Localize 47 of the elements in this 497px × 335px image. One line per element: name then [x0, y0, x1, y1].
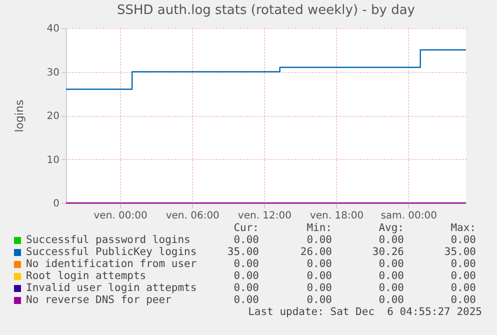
text: 0.00: [234, 282, 259, 294]
legend-label: No identification from user: [26, 258, 197, 270]
text: 0.00: [234, 294, 259, 306]
legend-label: Successful PublicKey logins: [26, 246, 197, 258]
y-tick-label: 30: [46, 67, 60, 78]
text: 0.00: [378, 258, 404, 270]
text: 0.00: [378, 234, 404, 246]
text: 26.00: [300, 246, 332, 258]
y-tick-label: 10: [46, 154, 60, 166]
text: Cur:: [234, 222, 259, 234]
legend-label: Invalid user login attepmts: [26, 282, 197, 294]
chart-title: SSHD auth.log stats (rotated weekly) - by day: [117, 3, 416, 18]
x-tick-label: sam. 00:00: [380, 210, 437, 222]
x-tick-label: ven. 12:00: [238, 210, 292, 222]
text: 0.00: [450, 282, 476, 294]
text: 0.00: [306, 258, 332, 270]
text: 30.26: [372, 246, 404, 258]
text: Min:: [306, 222, 332, 234]
text: 0.00: [450, 294, 476, 306]
text: 35.00: [444, 246, 476, 258]
x-tick-label: ven. 00:00: [94, 210, 148, 222]
legend-label: No reverse DNS for peer: [26, 294, 172, 306]
text: Avg:: [378, 222, 404, 234]
x-tick-label: ven. 06:00: [166, 210, 220, 222]
y-axis-title: logins: [12, 99, 26, 132]
x-tick-label: ven. 18:00: [310, 210, 364, 222]
text: 0.00: [450, 234, 476, 246]
text: 0.00: [306, 294, 332, 306]
text: 0.00: [450, 258, 476, 270]
text: Last update: Sat Dec 6 04:55:27 2025: [248, 306, 482, 318]
text: 0.00: [234, 234, 259, 246]
text: 0.00: [378, 270, 404, 282]
legend-label: Successful password logins: [26, 234, 190, 246]
text: Max:: [450, 222, 476, 234]
y-tick-label: 20: [46, 111, 60, 122]
text: 0.00: [306, 282, 332, 294]
text: 0.00: [450, 270, 476, 282]
text: 35.00: [227, 246, 259, 258]
text: 0.00: [378, 282, 404, 294]
y-tick-label: 40: [46, 24, 60, 34]
text: 0.00: [378, 294, 404, 306]
text: 0.00: [234, 270, 259, 282]
y-tick-label: 0: [53, 198, 60, 210]
text: 0.00: [234, 258, 259, 270]
text: 0.00: [306, 270, 332, 282]
text: 0.00: [306, 234, 332, 246]
legend-label: Root login attempts: [26, 270, 146, 282]
